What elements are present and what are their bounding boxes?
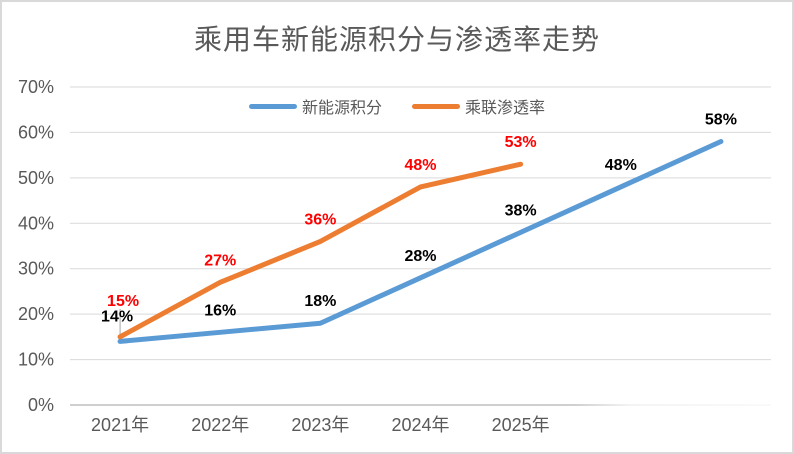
data-label-penetration-3: 36% [304, 211, 336, 228]
y-tick-label-0: 0% [28, 395, 54, 415]
data-label-penetration-1: 15% [107, 293, 139, 310]
y-tick-label-30: 30% [18, 259, 54, 279]
series-line-penetration [117, 161, 524, 340]
chart-title: 乘用车新能源积分与渗透率走势 [193, 24, 600, 55]
data-label-nev-credits-7: 58% [705, 112, 737, 129]
legend: 新能源积分 乘联渗透率 [2, 94, 792, 118]
data-label-penetration-2: 27% [204, 252, 236, 269]
data-label-nev-credits-5: 38% [505, 202, 537, 219]
y-tick-label-20: 20% [18, 304, 54, 324]
data-label-nev-credits-6: 48% [605, 157, 637, 174]
data-label-nev-credits-4: 28% [404, 248, 436, 265]
x-tick-label-2: 2022年 [191, 415, 249, 435]
legend-item-nev-credits: 新能源积分 [248, 94, 382, 118]
x-tick-label-5: 2025年 [492, 415, 550, 435]
x-tick-label-4: 2024年 [391, 415, 449, 435]
y-tick-label-50: 50% [18, 168, 54, 188]
data-label-penetration-4: 48% [404, 157, 436, 174]
data-label-penetration-5: 53% [505, 134, 537, 151]
legend-line-swatch-blue [248, 103, 297, 109]
y-tick-label-10: 10% [18, 350, 54, 370]
x-tick-label-3: 2023年 [291, 415, 349, 435]
legend-label-penetration: 乘联渗透率 [465, 100, 546, 117]
y-tick-label-60: 60% [18, 122, 54, 142]
legend-label-nev-credits: 新能源积分 [301, 100, 382, 117]
series-line-nev-credits [117, 139, 724, 344]
y-tick-label-40: 40% [18, 213, 54, 233]
legend-line-swatch-orange [412, 103, 460, 109]
data-label-nev-credits-1: 14% [101, 308, 133, 325]
legend-item-penetration: 乘联渗透率 [412, 94, 545, 118]
y-tick-label-70: 70% [18, 77, 54, 97]
x-tick-label-1: 2021年 [91, 415, 149, 435]
data-label-nev-credits-2: 16% [204, 302, 236, 319]
data-label-nev-credits-3: 18% [304, 293, 336, 310]
